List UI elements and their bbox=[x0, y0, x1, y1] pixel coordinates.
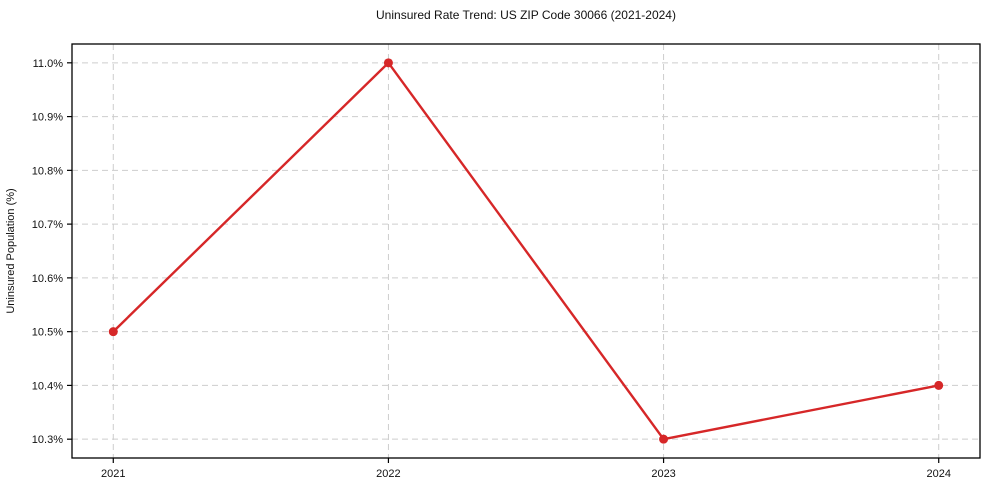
data-point bbox=[108, 327, 118, 337]
x-tick-label: 2021 bbox=[101, 468, 125, 480]
y-tick-label: 10.4% bbox=[32, 380, 63, 392]
y-tick-label: 10.7% bbox=[32, 219, 63, 231]
y-tick-label: 10.5% bbox=[32, 327, 63, 339]
x-tick-label: 2022 bbox=[376, 468, 400, 480]
data-point bbox=[934, 380, 944, 390]
plot-border bbox=[71, 43, 981, 459]
trend-line bbox=[112, 61, 940, 441]
x-tick-label: 2023 bbox=[651, 468, 675, 480]
y-tick-label: 10.3% bbox=[32, 434, 63, 446]
y-tick-label: 10.9% bbox=[32, 112, 63, 124]
y-tick-label: 11.0% bbox=[33, 58, 64, 70]
chart-title: Uninsured Rate Trend: US ZIP Code 30066 … bbox=[376, 8, 676, 22]
x-tick-label: 2024 bbox=[926, 468, 950, 480]
y-tick-label: 10.8% bbox=[32, 165, 63, 177]
data-point bbox=[659, 434, 669, 444]
y-tick-label: 10.6% bbox=[32, 273, 63, 285]
data-point bbox=[383, 58, 393, 68]
y-axis-label: Uninsured Population (%) bbox=[5, 188, 17, 313]
